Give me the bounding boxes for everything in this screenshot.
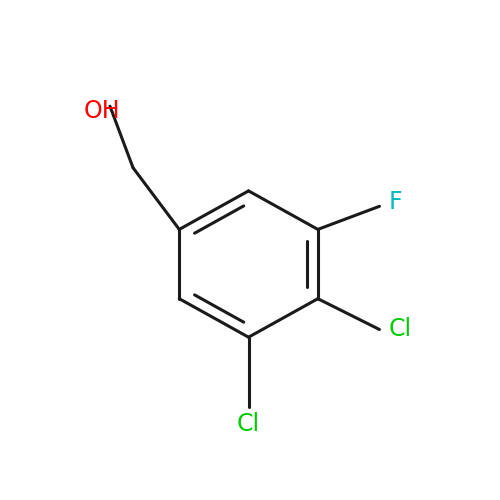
Text: OH: OH — [84, 98, 120, 122]
Text: Cl: Cl — [389, 318, 412, 342]
Text: Cl: Cl — [237, 412, 260, 436]
Text: F: F — [389, 190, 402, 214]
